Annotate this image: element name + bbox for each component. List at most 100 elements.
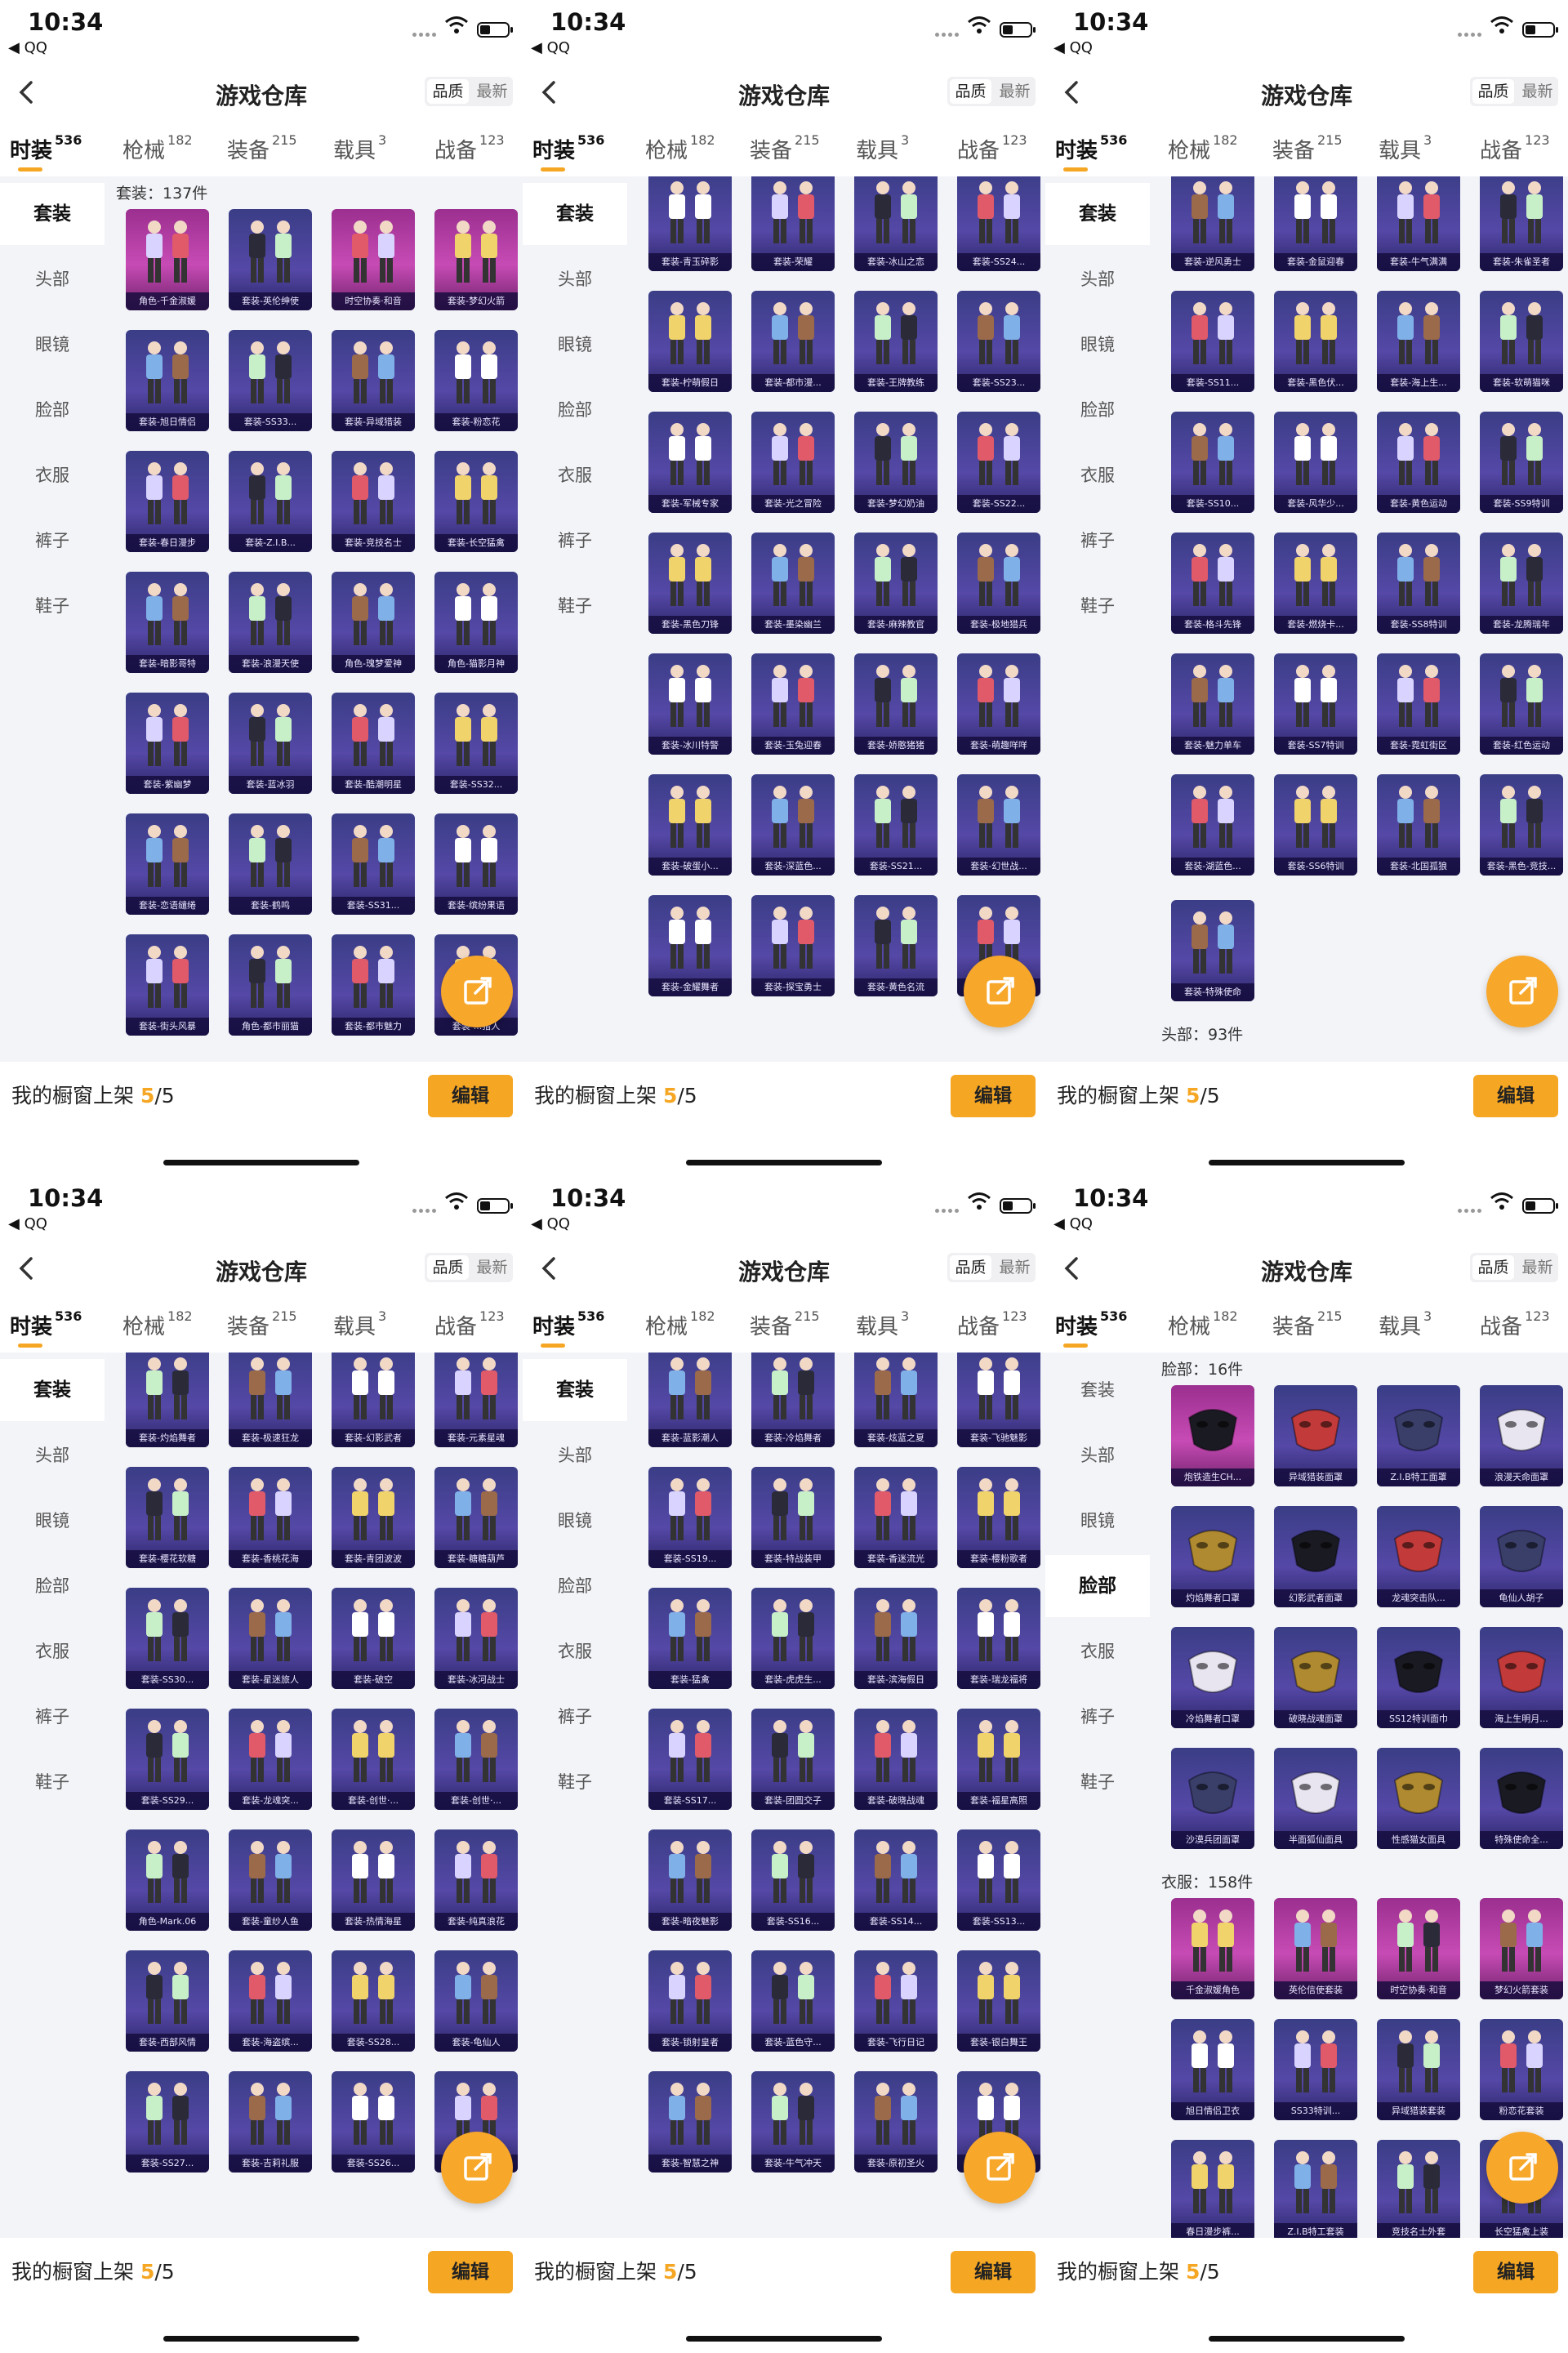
side-nav-item[interactable]: 衣服 xyxy=(1080,466,1115,485)
tab-vehicles[interactable]: 载具 3 xyxy=(856,132,909,164)
tab-equipment[interactable]: 装备 215 xyxy=(750,132,820,164)
inventory-item[interactable]: 套装-原初圣火 xyxy=(854,2071,938,2173)
inventory-item[interactable]: 套装-SS9特训 xyxy=(1480,412,1563,513)
tab-equipment[interactable]: 装备 215 xyxy=(227,132,297,164)
inventory-item[interactable]: 套装-萌趣咩咩 xyxy=(957,653,1040,755)
inventory-item[interactable]: 套装-玉兔迎春 xyxy=(751,653,835,755)
inventory-item[interactable]: 套装-虎虎生... xyxy=(751,1588,835,1689)
inventory-item[interactable]: 套装-锁射皇者 xyxy=(648,1950,732,2052)
side-nav-item[interactable]: 鞋子 xyxy=(1080,596,1115,616)
inventory-item[interactable]: 异域猎装套装 xyxy=(1377,2019,1460,2120)
inventory-item[interactable]: 套装-软萌猫咪 xyxy=(1480,291,1563,392)
side-nav-item[interactable]: 眼镜 xyxy=(35,1511,69,1531)
edit-button[interactable]: 编辑 xyxy=(951,2251,1036,2293)
sort-by-quality[interactable]: 品质 xyxy=(427,79,469,104)
inventory-item[interactable]: 套装-SS24... xyxy=(957,176,1040,271)
inventory-item[interactable]: 套装-探宝勇士 xyxy=(751,895,835,996)
side-nav-item[interactable]: 鞋子 xyxy=(35,596,69,616)
inventory-item[interactable]: 套装-都市魅力 xyxy=(332,934,415,1036)
inventory-item[interactable]: 套装-SS21... xyxy=(854,774,938,876)
inventory-item[interactable]: 套装-西部风情 xyxy=(126,1950,209,2052)
inventory-item[interactable]: 英伦信使套装 xyxy=(1274,1898,1357,1999)
inventory-item[interactable]: 套装-朱雀圣者 xyxy=(1480,176,1563,271)
back-chevron-icon[interactable] xyxy=(15,78,39,106)
side-nav-item[interactable]: 脸部 xyxy=(1045,1555,1150,1617)
inventory-item[interactable]: 套装-牛气冲天 xyxy=(751,2071,835,2173)
inventory-item[interactable]: 套装-荣耀 xyxy=(751,176,835,271)
inventory-item[interactable]: 套装-旭日情侣 xyxy=(126,330,209,431)
inventory-item[interactable]: 套装-炫蓝之夏 xyxy=(854,1353,938,1447)
side-nav-item[interactable]: 套装 xyxy=(523,183,627,245)
inventory-item[interactable]: 套装-童纱人鱼 xyxy=(229,1829,312,1931)
inventory-item[interactable]: 套装-霓虹街区 xyxy=(1377,653,1460,755)
inventory-item[interactable]: 套装-香迷流光 xyxy=(854,1467,938,1568)
inventory-item[interactable]: 套装-光之冒险 xyxy=(751,412,835,513)
inventory-item[interactable]: 套装-幻影武者 xyxy=(332,1353,415,1447)
inventory-item[interactable]: 套装-飞驰魅影 xyxy=(957,1353,1040,1447)
side-nav-item[interactable]: 脸部 xyxy=(558,400,592,420)
side-nav-item[interactable]: 套装 xyxy=(523,1359,627,1421)
inventory-item[interactable]: 角色-瑰梦爱神 xyxy=(332,572,415,673)
inventory-item[interactable]: 套装-创世·... xyxy=(434,1709,518,1810)
inventory-item[interactable]: 角色-千金淑媛 xyxy=(126,209,209,310)
tab-vehicles[interactable]: 载具 3 xyxy=(856,1308,909,1340)
inventory-item[interactable]: 套装-特殊使命 xyxy=(1171,900,1254,1001)
inventory-item[interactable]: Z.I.B特工面罩 xyxy=(1377,1385,1460,1486)
inventory-item[interactable]: 沙漠兵团面罩 xyxy=(1171,1748,1254,1849)
side-nav-item[interactable]: 头部 xyxy=(35,270,69,289)
sort-by-quality[interactable]: 品质 xyxy=(950,1255,991,1280)
side-nav-item[interactable]: 眼镜 xyxy=(1080,335,1115,354)
sort-toggle[interactable]: 品质 最新 xyxy=(425,77,513,106)
inventory-item[interactable]: 套装-龙腾瑞年 xyxy=(1480,533,1563,634)
inventory-item[interactable]: 套装-SS26... xyxy=(332,2071,415,2173)
tab-equipment[interactable]: 装备 215 xyxy=(1272,1308,1343,1340)
inventory-item[interactable]: 套装-暗夜魅影 xyxy=(648,1829,732,1931)
tab-fashion[interactable]: 时装 536 xyxy=(1055,132,1127,164)
side-nav-item[interactable]: 脸部 xyxy=(558,1576,592,1596)
inventory-item[interactable]: 粉恋花套装 xyxy=(1480,2019,1563,2120)
side-nav-item[interactable]: 头部 xyxy=(35,1446,69,1465)
inventory-item[interactable]: 套装-幻世战... xyxy=(957,774,1040,876)
back-to-app-link[interactable]: ◀ QQ xyxy=(531,1215,570,1232)
inventory-item[interactable]: 套装-SS23... xyxy=(957,291,1040,392)
inventory-item[interactable]: 套装-樱粉歌者 xyxy=(957,1467,1040,1568)
inventory-item[interactable]: 套装-SS28... xyxy=(332,1950,415,2052)
edit-button[interactable]: 编辑 xyxy=(1473,2251,1558,2293)
inventory-item[interactable]: 龙魂突击队... xyxy=(1377,1506,1460,1607)
inventory-item[interactable]: 套装-飞行日记 xyxy=(854,1950,938,2052)
inventory-item[interactable]: 套装-猛禽 xyxy=(648,1588,732,1689)
inventory-item[interactable]: 套装-鹤鸣 xyxy=(229,813,312,915)
back-to-app-link[interactable]: ◀ QQ xyxy=(1054,39,1093,56)
inventory-item[interactable]: 套装-军械专家 xyxy=(648,412,732,513)
side-nav-item[interactable]: 裤子 xyxy=(558,1707,592,1727)
inventory-item[interactable]: SS12特训面巾 xyxy=(1377,1627,1460,1728)
tab-fashion[interactable]: 时装 536 xyxy=(1055,1308,1127,1340)
tab-fashion[interactable]: 时装 536 xyxy=(10,1308,82,1340)
inventory-item[interactable]: 冷焰舞者口罩 xyxy=(1171,1627,1254,1728)
back-to-app-link[interactable]: ◀ QQ xyxy=(531,39,570,56)
inventory-item[interactable]: 套装-异域猎装 xyxy=(332,330,415,431)
share-float-button[interactable] xyxy=(964,956,1036,1027)
inventory-item[interactable]: 套装-极速狂龙 xyxy=(229,1353,312,1447)
side-nav-item[interactable]: 脸部 xyxy=(1080,400,1115,420)
inventory-item[interactable]: 套装-SS27... xyxy=(126,2071,209,2173)
inventory-item[interactable]: 套装-湖蓝色... xyxy=(1171,774,1254,876)
inventory-item[interactable]: 套装-冰川特警 xyxy=(648,653,732,755)
inventory-item[interactable]: 套装-魅力单车 xyxy=(1171,653,1254,755)
inventory-item[interactable]: 性感猫女面具 xyxy=(1377,1748,1460,1849)
tab-guns[interactable]: 枪械 182 xyxy=(1168,1308,1238,1340)
inventory-item[interactable]: 时空协奏·和音 xyxy=(1377,1898,1460,1999)
sort-toggle[interactable]: 品质 最新 xyxy=(947,77,1036,106)
back-to-app-link[interactable]: ◀ QQ xyxy=(8,1215,47,1232)
inventory-item[interactable]: 角色-Mark.06 xyxy=(126,1829,209,1931)
inventory-item[interactable]: 套装-SS7特训 xyxy=(1274,653,1357,755)
side-nav-item[interactable]: 头部 xyxy=(1080,270,1115,289)
inventory-item[interactable]: 套装-特战装甲 xyxy=(751,1467,835,1568)
share-float-button[interactable] xyxy=(1486,2132,1558,2204)
tab-fashion[interactable]: 时装 536 xyxy=(532,1308,604,1340)
inventory-item[interactable]: 套装-SS19... xyxy=(648,1467,732,1568)
tab-equipment[interactable]: 装备 215 xyxy=(1272,132,1343,164)
inventory-item[interactable]: SS33特训... xyxy=(1274,2019,1357,2120)
inventory-item[interactable]: 套装-蓝影潮人 xyxy=(648,1353,732,1447)
inventory-item[interactable]: 套装-极地猎兵 xyxy=(957,533,1040,634)
